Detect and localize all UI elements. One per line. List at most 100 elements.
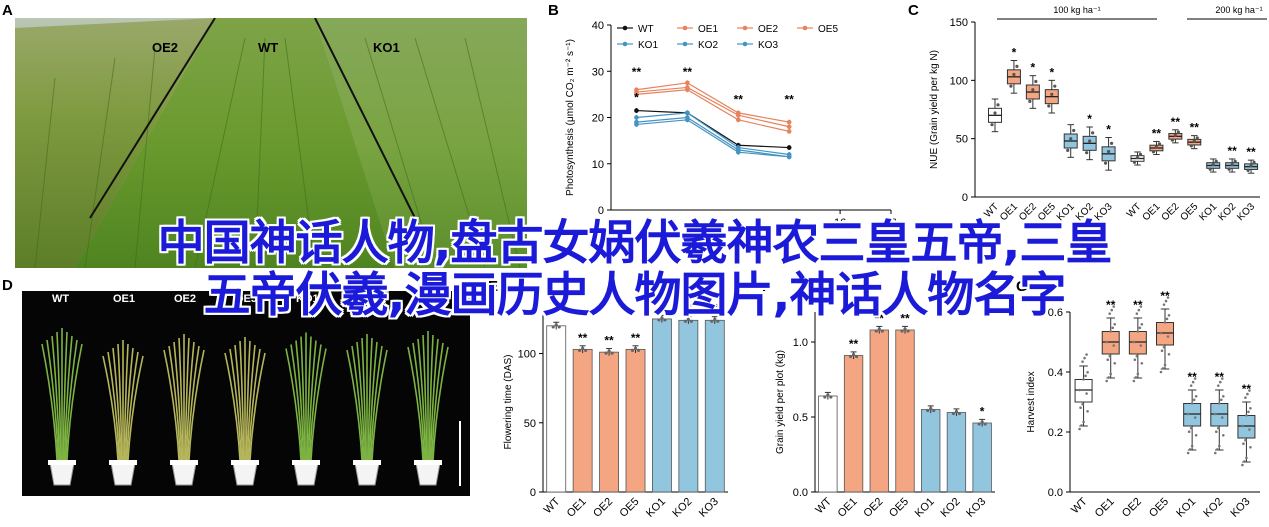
data-point	[1091, 131, 1095, 135]
leaf	[178, 337, 184, 464]
data-point	[1086, 409, 1089, 413]
significance-star: **	[785, 93, 795, 107]
data-point	[1189, 426, 1193, 430]
leaf	[239, 340, 245, 464]
bar-oe5	[625, 348, 646, 493]
data-point	[1241, 463, 1244, 467]
data-point	[1079, 406, 1082, 410]
data-point	[1214, 430, 1218, 434]
leaf	[184, 337, 190, 464]
y-tick-label: 0.5	[793, 412, 808, 424]
pot-rim	[109, 460, 137, 465]
significance-star: **	[1171, 115, 1181, 129]
data-point	[1109, 372, 1113, 376]
data-point	[1194, 433, 1198, 437]
x-tick-label: KO3	[964, 496, 988, 520]
leaf	[66, 343, 83, 464]
significance-star: **	[684, 302, 694, 316]
leaf	[127, 355, 144, 464]
panel-letter-g: G	[1016, 278, 1028, 295]
data-point	[554, 323, 558, 327]
x-tick-label: OE1	[1093, 496, 1117, 520]
leaf	[185, 341, 195, 464]
leaf	[56, 331, 62, 464]
x-tick-label: OE1	[565, 496, 589, 520]
data-point-ko2	[735, 145, 741, 150]
y-tick-label: 0	[530, 487, 536, 499]
data-point	[1050, 92, 1054, 96]
significance-star: **	[1227, 144, 1237, 158]
data-point	[1218, 380, 1222, 384]
box-oe5	[1156, 322, 1174, 346]
data-point	[581, 346, 585, 350]
y-tick-label: 50	[524, 418, 536, 430]
legend-marker	[742, 41, 748, 47]
y-tick-label: 0	[962, 192, 968, 204]
leaf	[285, 348, 302, 464]
x-tick-label: OE5	[618, 496, 642, 520]
data-point	[1133, 358, 1137, 362]
data-point	[1086, 370, 1089, 374]
data-point	[1188, 448, 1192, 451]
plant-ko3	[407, 331, 449, 486]
pot-rim	[231, 460, 259, 465]
field-label-oe2: OE2	[152, 40, 179, 55]
data-point	[1248, 389, 1251, 392]
significance-star: **	[1242, 382, 1252, 396]
x-tick-label: WT	[1069, 495, 1090, 516]
data-point	[1176, 130, 1180, 134]
data-point	[954, 409, 959, 414]
data-point-oe2	[735, 110, 741, 116]
data-point	[686, 317, 690, 321]
leaf	[371, 349, 388, 464]
significance-star: **	[849, 337, 859, 351]
x-tick-label: KO2	[670, 496, 694, 520]
x-tick-label: 16	[834, 217, 846, 229]
significance-star: **	[1246, 145, 1256, 159]
data-point	[1105, 340, 1109, 344]
data-point	[1249, 406, 1252, 410]
plant-label-wt: WT	[52, 293, 70, 305]
leaf	[64, 339, 78, 464]
box-wt	[1074, 379, 1093, 403]
panel-letter-d: D	[2, 277, 13, 294]
data-point	[660, 316, 664, 320]
data-point	[826, 393, 830, 397]
data-point-oe2	[786, 119, 792, 125]
y-tick-label: 40	[592, 20, 604, 32]
panel-letter-b: B	[548, 2, 559, 19]
y-tick-label: 1.0	[793, 337, 808, 349]
legend-label: WT	[638, 24, 654, 35]
field-label-ko1: KO1	[373, 40, 400, 55]
data-point	[1190, 444, 1194, 448]
legend-marker	[682, 41, 688, 47]
data-point-oe2	[685, 80, 690, 86]
x-tick-label: OE5	[887, 496, 911, 520]
panel-letter-e: E	[488, 278, 499, 295]
leaf	[432, 346, 449, 464]
data-point	[1081, 402, 1084, 406]
pot-rim	[414, 460, 442, 465]
data-point	[1113, 322, 1117, 326]
significance-star: *	[1012, 46, 1017, 60]
data-point	[1246, 392, 1249, 396]
significance-star: **	[1106, 298, 1116, 312]
significance-star: **	[875, 311, 885, 325]
leaf	[173, 341, 183, 464]
leaf	[412, 342, 426, 464]
data-point	[683, 319, 687, 323]
data-point	[1233, 159, 1237, 163]
leaf	[346, 349, 363, 464]
leaf	[300, 336, 306, 464]
flower-pot	[171, 462, 197, 486]
data-point	[689, 319, 693, 323]
data-point	[1132, 379, 1136, 383]
data-point-oe5	[786, 129, 792, 134]
data-point	[1047, 104, 1051, 108]
leaf	[186, 345, 200, 464]
rice-field-photo: OE2 WT KO1	[15, 18, 527, 268]
data-point	[1173, 133, 1177, 137]
data-point	[1078, 427, 1081, 431]
data-point	[1162, 345, 1166, 349]
data-point	[1151, 150, 1156, 154]
